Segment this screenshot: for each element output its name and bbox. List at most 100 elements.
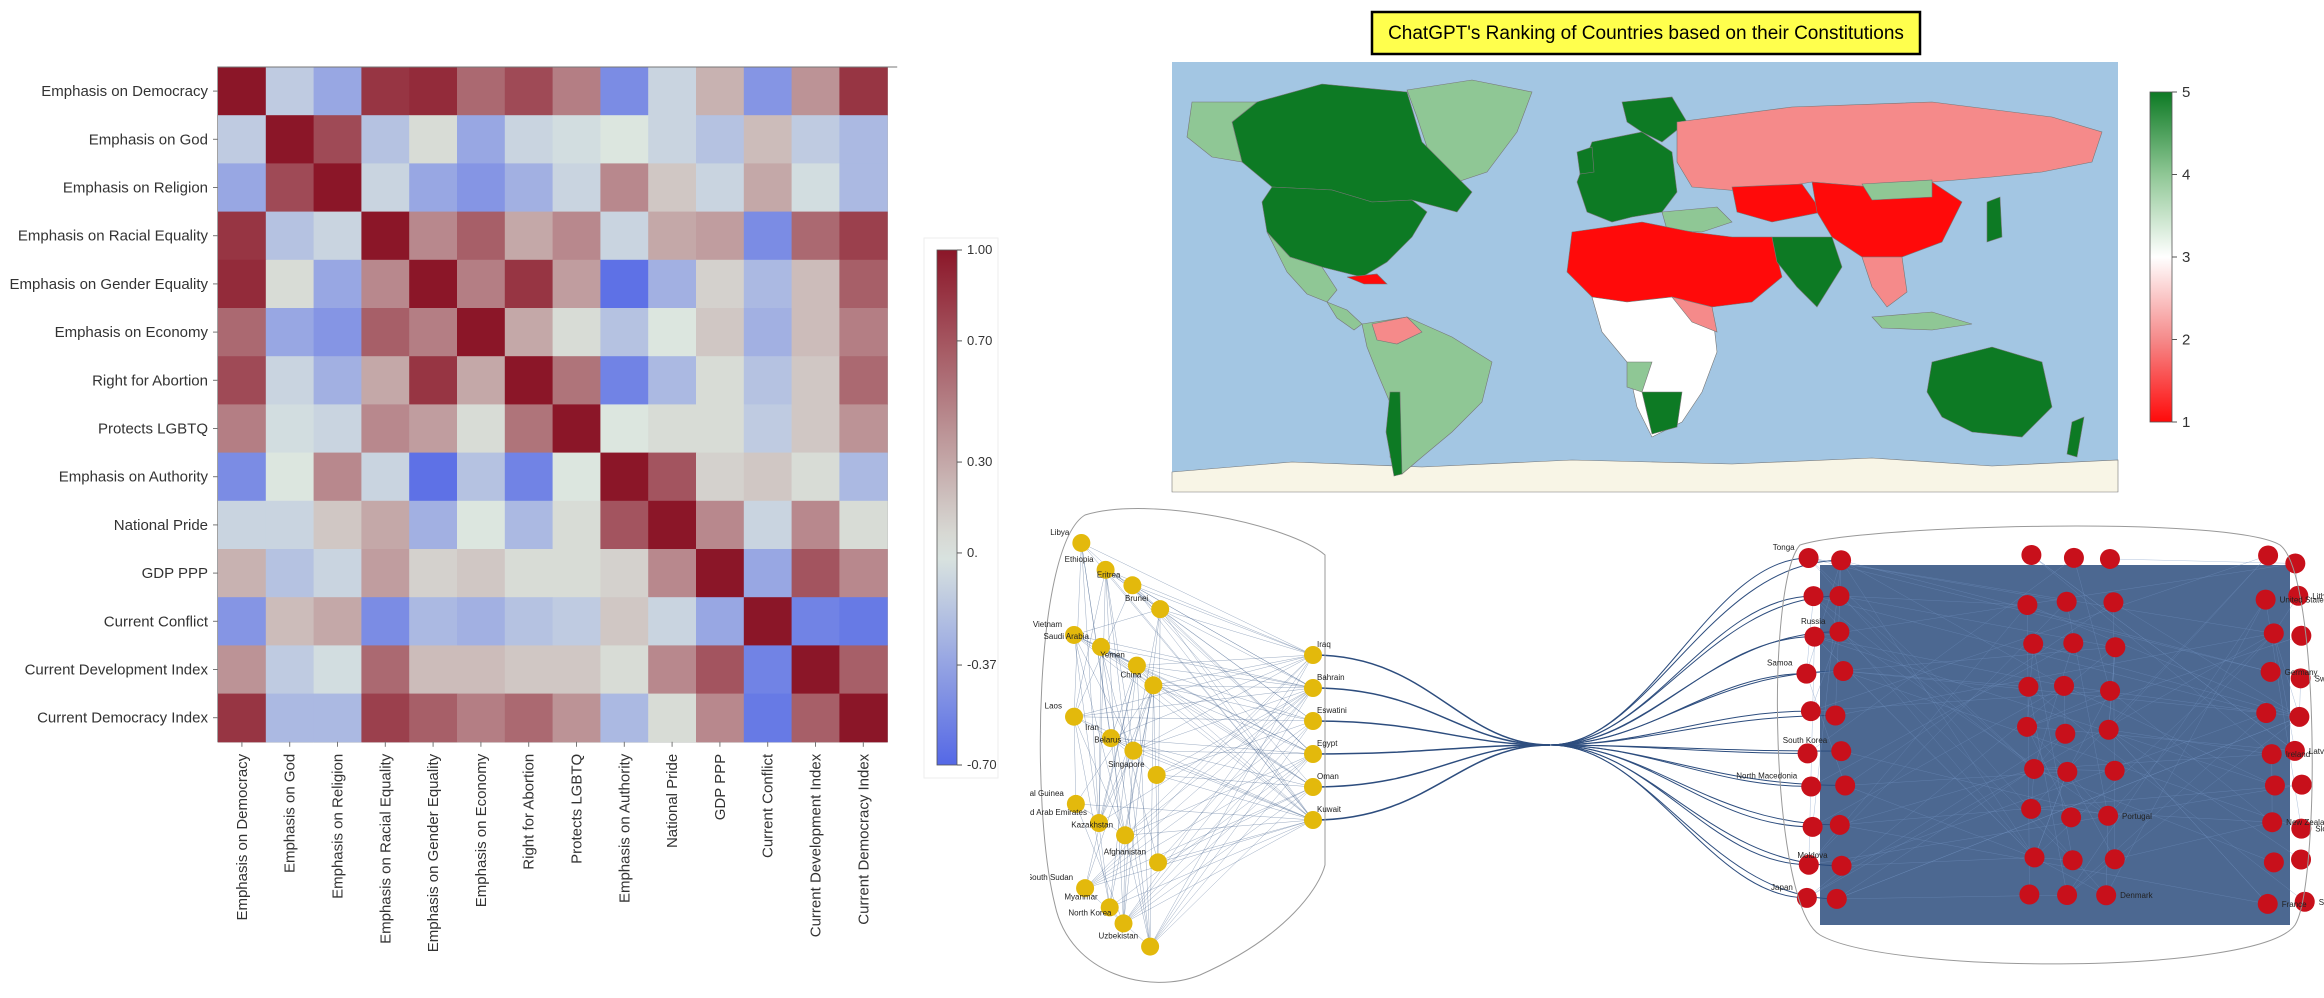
column-label: Right for Abortion [521,754,538,870]
network-edge [1133,750,1314,755]
network-node [2105,637,2126,658]
network-node [2057,761,2078,782]
node-label: Slovenia [2319,898,2324,907]
network-edge [1110,737,1314,755]
heatmap-cell [600,549,649,598]
heatmap-cell [313,163,362,213]
country-cuba [1346,273,1388,285]
network-node [2061,807,2082,828]
heatmap-cell [409,597,458,646]
network-node [2291,849,2312,870]
network-node [1101,729,1120,748]
node-label: Denmark [2120,891,2153,900]
node-label: Belarus [1094,736,1121,745]
heatmap-cell [313,500,362,550]
heatmap-cell [457,404,506,454]
heatmap-cell [600,597,649,646]
heatmap-cell [313,259,362,309]
map-title-box [1370,10,1922,56]
heatmap-cell [552,500,601,550]
network-edge [1136,665,1314,722]
network-edge [1098,750,1134,824]
network-edge [1124,687,1314,836]
network-edge [1549,744,1846,786]
heatmap-cell [648,452,697,502]
network-node [2262,812,2283,833]
heatmap-cell [600,259,649,309]
heatmap-cell [504,693,554,743]
network-edge [1149,720,1314,947]
network-edge [1156,720,1314,776]
network-edge [1312,654,1551,746]
heatmap-cell [600,404,649,454]
heatmap-cell [791,645,840,695]
network-node [1114,914,1133,933]
network-edge [1549,559,1842,746]
column-label: Emphasis on Authority [616,753,633,903]
network-edge [2063,685,2276,786]
network-edge [1123,687,1314,924]
heatmap-cell [218,259,267,309]
network-edge [2028,686,2305,902]
country-australia [1926,346,2053,438]
country-se-asia [1861,256,1908,308]
row-label: Emphasis on Religion [63,180,208,197]
network-edge [1549,631,1840,746]
network-node [1123,576,1142,595]
colorbar-tick-label: -0.37 [967,657,997,672]
network-edge [1136,665,1151,947]
row-label: Emphasis on God [89,131,208,148]
node-label: Libya [1050,528,1070,537]
heatmap-cell [743,211,793,261]
network-node [2261,744,2282,765]
heatmap-cell [648,67,697,116]
network-node [1825,705,1846,726]
network-edge [1839,595,2028,606]
network-node [1141,937,1160,956]
network-edge [2026,690,2111,727]
network-edge [1132,585,1314,656]
heatmap-cell [648,404,697,454]
network-edge [1100,646,1314,821]
heatmap-cell [409,308,458,357]
network-node [1797,743,1818,764]
network-node [2104,849,2125,870]
network-edge [1312,720,1551,746]
network-edge [1808,557,2107,896]
network-edge [1153,685,1314,689]
heatmap-cell [648,597,697,646]
heatmap-cell [648,259,697,309]
heatmap-cell [743,356,793,405]
heatmap-cell [313,211,362,261]
node-label: Afghanistan [1104,847,1146,856]
node-label: South Sudan [1030,873,1073,882]
network-edge [1157,786,1314,863]
network-edge [2066,712,2267,896]
network-edge [1123,819,1314,924]
network-edge [1806,673,1846,786]
network-node [2021,545,2042,566]
network-edge [1084,665,1138,889]
network-edge [1098,665,1138,824]
heatmap-cell [743,597,793,646]
heatmap-cell [457,308,506,357]
network-edge [1813,595,2267,714]
heatmap-cell [265,259,315,309]
network-node [1829,814,1850,835]
network-edge [1124,835,1151,947]
row-label: Emphasis on Racial Equality [18,228,209,245]
network-edge [1136,665,1314,689]
network-node [1096,560,1115,579]
network-edge [1549,744,1837,900]
network-edge [1073,634,1314,788]
network-edge [2109,690,2273,823]
heatmap-cell [504,500,554,550]
heatmap-cell [600,693,649,743]
network-edge [1808,557,2067,602]
node-label: Egypt [1317,739,1338,748]
node-label: Equatorial Guinea [1030,789,1064,798]
network-edge [1073,634,1110,908]
network-edge [1109,685,1154,908]
node-label: Oman [1317,772,1339,781]
